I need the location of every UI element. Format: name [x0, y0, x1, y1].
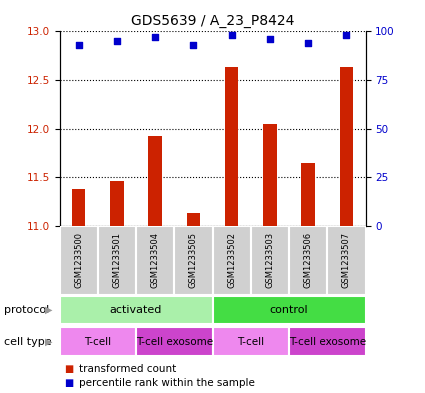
Bar — [98, 226, 136, 295]
Text: GSM1233502: GSM1233502 — [227, 232, 236, 288]
Bar — [174, 226, 212, 295]
Text: GSM1233500: GSM1233500 — [74, 232, 83, 288]
Bar — [110, 181, 124, 226]
Text: ▶: ▶ — [45, 336, 53, 347]
Text: ▶: ▶ — [45, 305, 53, 315]
Point — [113, 38, 120, 44]
Bar — [60, 296, 212, 324]
Bar — [212, 296, 366, 324]
Text: T-cell: T-cell — [237, 336, 264, 347]
Bar — [72, 189, 85, 226]
Text: activated: activated — [110, 305, 162, 315]
Point — [343, 32, 350, 39]
Text: control: control — [270, 305, 308, 315]
Text: ■: ■ — [64, 378, 73, 388]
Point — [190, 42, 197, 48]
Text: GSM1233506: GSM1233506 — [303, 232, 313, 288]
Point — [228, 32, 235, 39]
Text: T-cell exosome: T-cell exosome — [136, 336, 213, 347]
Text: ■: ■ — [64, 364, 73, 374]
Bar — [289, 327, 366, 356]
Text: T-cell: T-cell — [84, 336, 111, 347]
Point — [266, 36, 273, 42]
Bar — [136, 226, 174, 295]
Bar — [340, 68, 353, 226]
Bar — [148, 136, 162, 226]
Text: GSM1233503: GSM1233503 — [265, 232, 275, 288]
Bar — [251, 226, 289, 295]
Text: GSM1233505: GSM1233505 — [189, 232, 198, 288]
Bar — [60, 226, 98, 295]
Text: T-cell exosome: T-cell exosome — [289, 336, 366, 347]
Bar — [212, 226, 251, 295]
Text: GSM1233507: GSM1233507 — [342, 232, 351, 288]
Bar — [301, 163, 315, 226]
Point — [305, 40, 312, 46]
Text: cell type: cell type — [4, 336, 52, 347]
Text: GSM1233501: GSM1233501 — [112, 232, 122, 288]
Text: transformed count: transformed count — [79, 364, 176, 374]
Text: percentile rank within the sample: percentile rank within the sample — [79, 378, 255, 388]
Bar — [136, 327, 212, 356]
Text: protocol: protocol — [4, 305, 49, 315]
Bar — [327, 226, 366, 295]
Text: GDS5639 / A_23_P8424: GDS5639 / A_23_P8424 — [131, 14, 294, 28]
Bar — [60, 327, 136, 356]
Bar — [263, 124, 277, 226]
Bar — [289, 226, 327, 295]
Bar — [212, 327, 289, 356]
Point — [152, 34, 159, 40]
Bar — [187, 213, 200, 226]
Bar — [225, 68, 238, 226]
Point — [75, 42, 82, 48]
Text: GSM1233504: GSM1233504 — [150, 232, 160, 288]
